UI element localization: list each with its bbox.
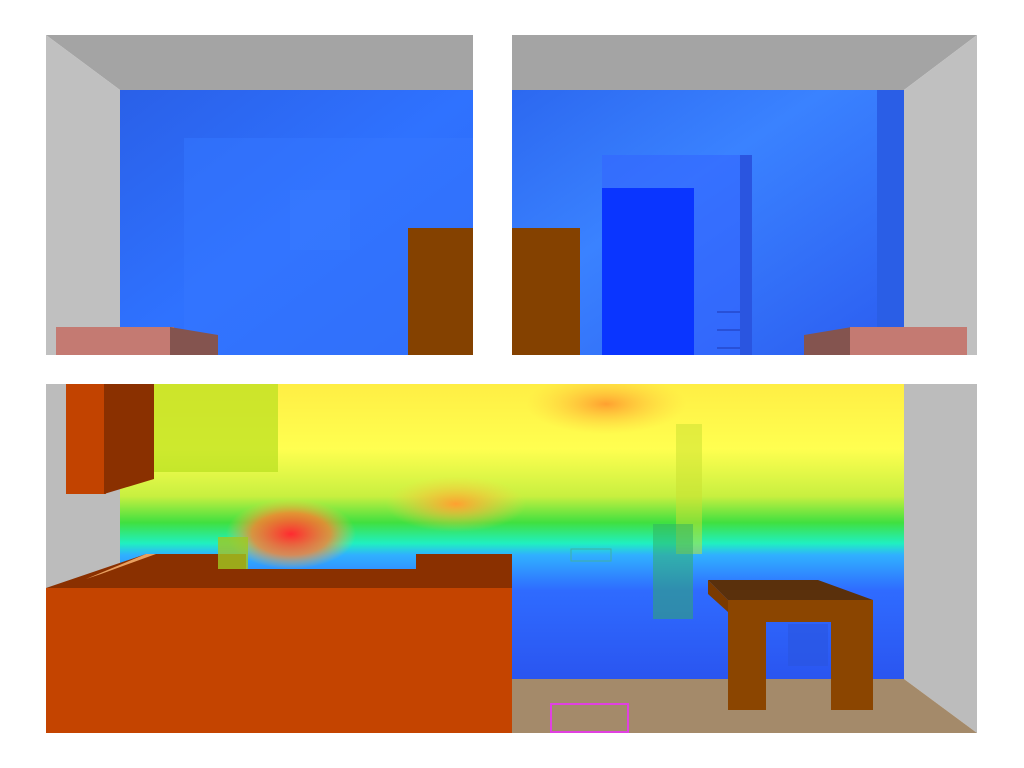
bench — [56, 327, 174, 355]
wall-edge — [877, 90, 904, 355]
outlet — [570, 548, 612, 562]
heatmap-room — [46, 384, 977, 733]
table-top — [708, 580, 873, 600]
selection-marker[interactable] — [550, 703, 629, 733]
corridor-edge — [740, 155, 752, 355]
right-wall — [904, 384, 977, 733]
counter-front — [46, 588, 512, 733]
counter-highlight — [86, 554, 156, 579]
cabinet-ghost — [653, 524, 693, 619]
wall-patch — [290, 190, 350, 250]
door — [408, 228, 473, 355]
bottom-heatmap-view — [46, 384, 977, 733]
bench-side — [170, 327, 218, 355]
table-leg — [831, 600, 873, 710]
upper-cabinet-front — [66, 384, 106, 494]
upper-cabinet-side — [104, 384, 154, 494]
ceiling — [512, 35, 977, 90]
bench — [850, 327, 967, 355]
right-wall — [904, 35, 977, 355]
chair-ghost — [788, 624, 828, 666]
bench-side — [804, 327, 852, 355]
top-left-view — [46, 35, 473, 355]
top-left-room — [46, 35, 473, 355]
heat-hotspot — [226, 499, 356, 569]
left-wall — [46, 35, 120, 355]
table-leg — [728, 600, 766, 710]
counter-appliance — [218, 537, 248, 569]
wall-cabinet — [154, 384, 278, 472]
heat-warm-zone — [386, 476, 526, 532]
door — [512, 228, 580, 355]
doorway — [602, 188, 694, 355]
table-edge — [708, 580, 728, 612]
ceiling — [46, 35, 473, 90]
counter-top — [46, 554, 512, 588]
top-right-view — [512, 35, 977, 355]
top-right-room — [512, 35, 977, 355]
heat-warm-zone — [526, 384, 686, 434]
